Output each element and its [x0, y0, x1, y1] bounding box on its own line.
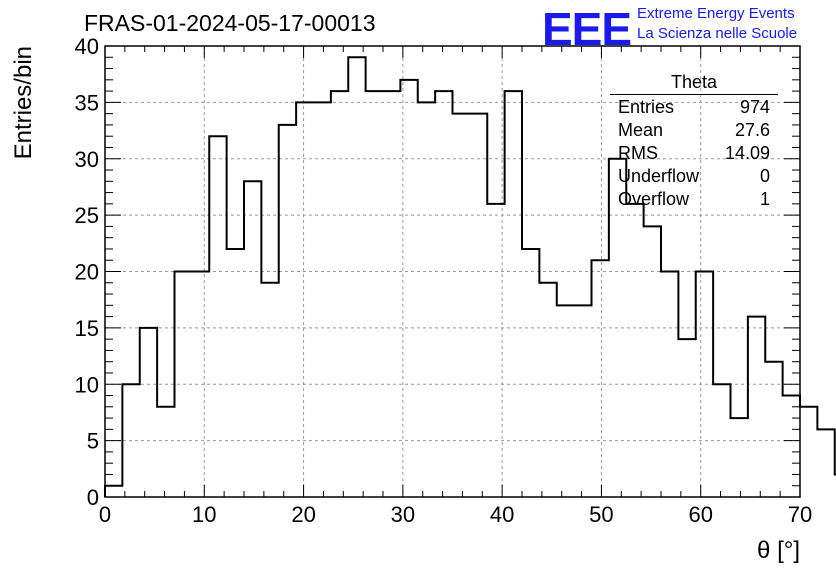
- stats-label: Mean: [618, 120, 664, 140]
- histogram-bin: [574, 305, 591, 497]
- histogram-bin: [487, 204, 504, 497]
- y-tick-label: 0: [87, 485, 99, 510]
- histogram-bin: [731, 418, 748, 497]
- logo-caption-line2: La Scienza nelle Scuole: [637, 25, 798, 42]
- x-tick-label: 70: [788, 502, 812, 527]
- histogram-bin: [192, 272, 209, 498]
- stats-label: Overflow: [618, 189, 690, 209]
- histogram-bin: [331, 91, 348, 497]
- stats-label: RMS: [618, 143, 658, 163]
- histogram-bin: [505, 91, 522, 497]
- histogram-bin: [227, 249, 244, 497]
- stats-value: 14.09: [724, 143, 770, 163]
- x-tick-label: 0: [99, 502, 111, 527]
- stats-row-entries: Entries 974: [610, 96, 778, 119]
- histogram-bin: [626, 204, 643, 497]
- histogram-bin: [261, 283, 278, 497]
- histogram-bin: [279, 125, 296, 497]
- stats-value: 974: [739, 97, 770, 117]
- y-tick-label: 25: [75, 203, 99, 228]
- histogram-bin: [157, 407, 174, 497]
- chart-title: FRAS-01-2024-05-17-00013: [84, 10, 376, 36]
- y-tick-label: 10: [75, 372, 99, 397]
- histogram-bin: [748, 317, 765, 497]
- y-axis-label: Entries/bin: [10, 46, 37, 159]
- histogram-bin: [817, 429, 834, 497]
- stats-row-overflow: Overflow 1: [610, 188, 778, 211]
- x-tick-label: 30: [391, 502, 415, 527]
- histogram-bin: [557, 305, 574, 497]
- histogram-bin: [418, 102, 435, 497]
- y-tick-label: 40: [75, 34, 99, 59]
- stats-row-mean: Mean 27.6: [610, 119, 778, 142]
- y-tick-label: 5: [87, 429, 99, 454]
- histogram-bin: [470, 114, 487, 497]
- stats-box: Theta Entries 974 Mean 27.6 RMS 14.09 Un…: [610, 72, 778, 211]
- stats-row-rms: RMS 14.09: [610, 142, 778, 165]
- histogram-bin: [105, 486, 122, 497]
- histogram-bin: [644, 226, 661, 497]
- logo-caption-line1: Extreme Energy Events: [637, 5, 795, 22]
- histogram-bin: [383, 91, 400, 497]
- histogram-bin: [696, 272, 713, 498]
- y-tick-label: 15: [75, 316, 99, 341]
- histogram-bin: [783, 396, 800, 497]
- histogram-bin: [453, 114, 470, 497]
- stats-value: 1: [759, 189, 770, 209]
- histogram-bin: [244, 181, 261, 497]
- histogram-bin: [209, 136, 226, 497]
- histogram-bin: [592, 260, 609, 497]
- x-tick-label: 50: [589, 502, 613, 527]
- stats-value: 0: [759, 166, 770, 186]
- histogram-bin: [713, 384, 730, 497]
- stats-row-underflow: Underflow 0: [610, 165, 778, 188]
- histogram-outline: [104, 56, 836, 497]
- eee-logo: EEE: [542, 3, 632, 55]
- stats-box-title: Theta: [610, 72, 778, 95]
- stats-label: Entries: [618, 97, 675, 117]
- histogram-bin: [539, 283, 556, 497]
- x-tick-label: 60: [688, 502, 712, 527]
- histogram-bin: [435, 91, 452, 497]
- histogram-bin: [296, 102, 313, 497]
- x-axis-label: θ [°]: [757, 537, 800, 564]
- y-tick-label: 35: [75, 90, 99, 115]
- x-tick-label: 20: [291, 502, 315, 527]
- x-tick-label: 10: [192, 502, 216, 527]
- histogram-bin: [800, 407, 817, 497]
- histogram-bin: [366, 91, 383, 497]
- stats-label: Underflow: [618, 166, 700, 186]
- histogram-bin: [765, 362, 782, 497]
- histogram-bin: [522, 249, 539, 497]
- x-tick-label: 40: [490, 502, 514, 527]
- y-tick-label: 20: [75, 260, 99, 285]
- histogram-bin: [348, 57, 365, 497]
- histogram-bin: [678, 339, 695, 497]
- stats-value: 27.6: [734, 120, 770, 140]
- histogram-bin: [314, 102, 331, 497]
- y-tick-label: 30: [75, 147, 99, 172]
- histogram-bin: [140, 328, 157, 497]
